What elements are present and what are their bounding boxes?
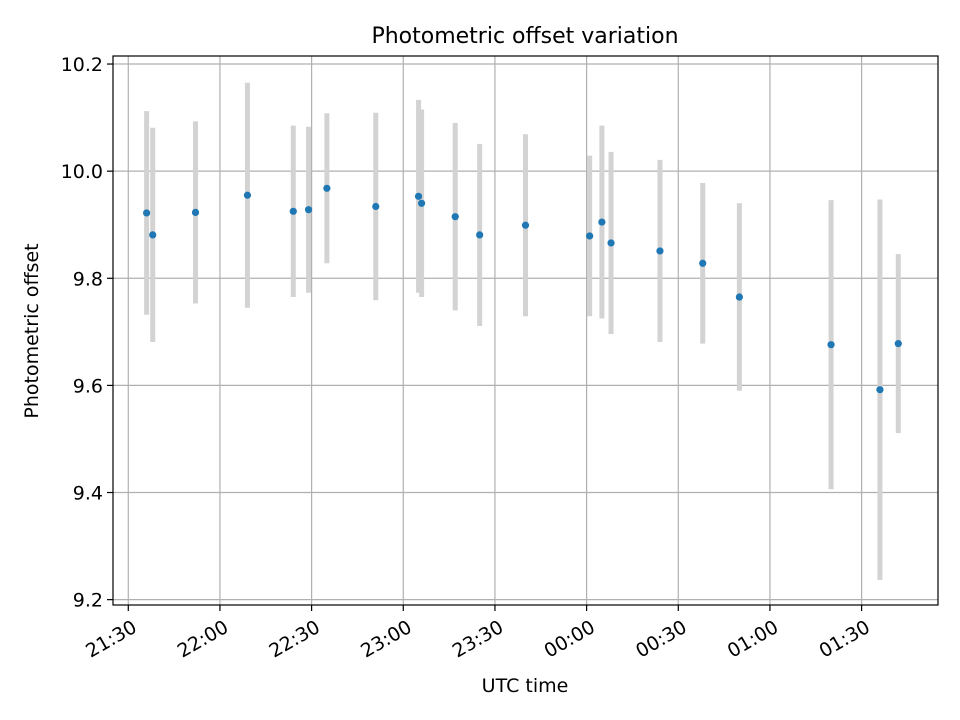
y-tick-label: 9.2 (73, 590, 103, 612)
point-layer (143, 184, 902, 394)
data-point (876, 386, 884, 394)
data-point (243, 191, 252, 199)
errorbar-layer (144, 82, 901, 580)
x-tick-label: 01:30 (815, 616, 873, 662)
x-tick-label: 22:30 (265, 616, 323, 662)
data-point (699, 259, 707, 267)
y-tick-label: 9.4 (73, 483, 103, 505)
data-point (521, 221, 530, 229)
x-tick-label: 00:30 (632, 616, 690, 662)
data-point (323, 184, 331, 192)
y-tick-label: 9.8 (73, 268, 103, 290)
data-point (289, 207, 297, 215)
data-point (598, 218, 606, 226)
data-point (656, 247, 664, 255)
y-axis-ticks: 9.2 9.4 9.6 9.8 10.0 10.2 (61, 54, 113, 612)
x-tick-label: 23:30 (449, 616, 507, 662)
y-tick-label: 10.0 (61, 161, 103, 183)
y-tick-label: 10.2 (61, 54, 103, 76)
x-tick-label: 00:00 (540, 616, 598, 662)
y-axis-label: Photometric offset (21, 243, 43, 418)
x-axis-label: UTC time (482, 675, 569, 697)
data-point (304, 206, 313, 214)
x-axis-ticks: 21:30 22:00 22:30 23:00 23:30 00:00 00:30 01:00… (82, 605, 874, 662)
data-point (735, 293, 743, 301)
x-tick-label: 23:00 (357, 616, 415, 662)
x-tick-label: 01:00 (724, 616, 782, 662)
data-point (143, 209, 151, 217)
data-point (586, 232, 594, 240)
chart-title: Photometric offset variation (371, 24, 678, 49)
data-point (191, 208, 200, 216)
data-point (418, 199, 426, 207)
data-point (451, 213, 459, 221)
data-point (149, 231, 157, 239)
plot-frame (112, 55, 939, 606)
data-point (372, 202, 380, 211)
y-tick-label: 9.6 (73, 375, 103, 397)
data-point (894, 340, 902, 348)
x-tick-label: 22:00 (174, 616, 232, 662)
x-tick-label: 21:30 (82, 616, 140, 662)
data-point (414, 192, 423, 200)
data-point (827, 341, 835, 349)
data-point (476, 231, 484, 239)
data-point (607, 239, 615, 247)
